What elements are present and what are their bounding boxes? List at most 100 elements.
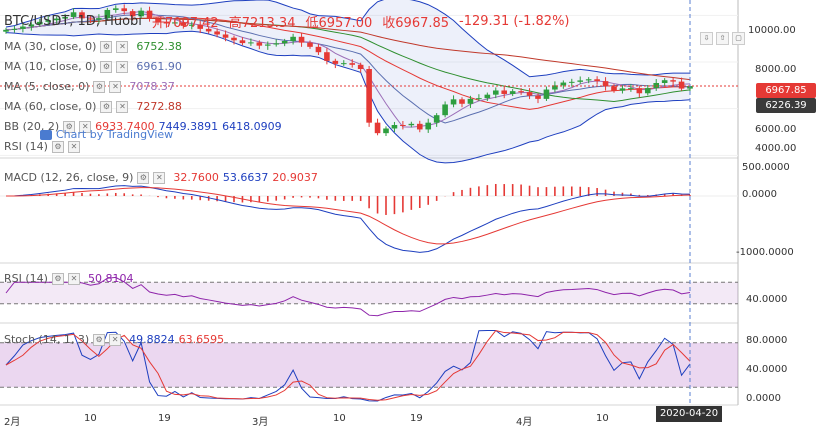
candle-body [256,42,263,46]
candle-body [307,42,313,47]
arrow-down-icon[interactable]: ⇩ [700,32,713,45]
candle-body [670,80,676,82]
candle-body [611,86,617,91]
candle-body [535,95,541,99]
candle-body [104,9,111,19]
bollinger-fill [6,0,690,163]
stoch-label: Stoch (14, 1, 3) [4,333,90,346]
candle-body [661,80,668,83]
settings-icon[interactable]: ⚙ [100,100,113,113]
macd-tick: 500.0000 [742,162,790,173]
ma60-line [5,17,691,81]
rsi-pane [0,276,738,317]
candle-body [442,104,448,116]
close-icon[interactable]: ✕ [109,333,122,346]
arrow-up-icon[interactable]: ⇧ [716,32,729,45]
macd-value-1: 32.7600 [173,171,219,184]
symbol-title[interactable]: BTC/USDT, 1D, Huobi [4,14,142,29]
ma10-value: 6961.90 [136,60,182,73]
close-icon[interactable]: ✕ [109,80,122,93]
current-price-tag: 6967.85 [756,83,816,98]
ma10-line [5,13,691,124]
settings-icon[interactable]: ⚙ [93,80,106,93]
maximize-icon[interactable]: ▢ [732,32,745,45]
candle-body [408,123,415,126]
legend-rsi[interactable]: RSI (14) ⚙ ✕ 50.8104 [4,272,133,285]
candle-body [450,99,457,105]
close-icon[interactable]: ✕ [79,120,92,133]
candle-body [197,24,204,29]
candle-body [594,79,600,82]
candle-body [281,41,288,44]
macd-label: MACD (12, 26, close, 9) [4,171,134,184]
candle-body [20,26,26,29]
candle-body [357,64,364,69]
cursor-date-label: 2020-04-20 [656,406,722,422]
stoch-tick: 0.0000 [746,393,781,404]
time-tick: 19 [158,413,171,424]
bollinger-lower-line [5,30,691,164]
close-icon[interactable]: ✕ [67,140,80,153]
candle-body [619,88,626,91]
close-icon[interactable]: ✕ [116,100,129,113]
high-label: 高 [228,16,242,31]
settings-icon[interactable]: ⚙ [51,272,64,285]
legend-rsi-main[interactable]: RSI (14) ⚙ ✕ [4,140,80,153]
price-tick: 6000.00 [755,124,797,135]
candle-body [70,12,77,17]
close-icon[interactable]: ✕ [67,272,80,285]
rsi-line [5,276,691,317]
candle-body [96,18,102,20]
candle-body [79,12,85,19]
candle-body [628,88,634,90]
close-icon[interactable]: ✕ [153,171,166,184]
legend-ma60[interactable]: MA (60, close, 0) ⚙ ✕ 7272.88 [4,100,182,113]
legend-ma30[interactable]: MA (30, close, 0) ⚙ ✕ 6752.38 [4,40,182,53]
candle-body [264,44,271,46]
tradingview-watermark[interactable]: Chart by TradingView [40,128,173,141]
settings-icon[interactable]: ⚙ [100,40,113,53]
candle-body [332,60,339,64]
settings-icon[interactable]: ⚙ [63,120,76,133]
time-tick: 2月 [4,417,21,428]
candle-body [416,123,423,130]
price-tick: 8000.00 [755,64,797,75]
candle-body [239,40,246,44]
candle-body [518,91,524,93]
stoch-tick: 80.0000 [746,335,788,346]
candle-body [467,98,474,104]
candle-body [400,125,406,126]
time-tick: 10 [84,413,97,424]
candle-body [112,8,119,10]
legend-macd[interactable]: MACD (12, 26, close, 9) ⚙ ✕ 32.7600 53.66… [4,171,318,184]
candle-body [349,63,356,65]
stoch-value-2: 63.6595 [178,333,225,346]
candle-body [425,122,432,130]
candle-body [459,99,465,104]
legend-ma5[interactable]: MA (5, close, 0) ⚙ ✕ 7078.37 [4,80,175,93]
time-tick: 4月 [516,417,533,428]
settings-icon[interactable]: ⚙ [137,171,150,184]
candle-body [121,8,128,12]
settings-icon[interactable]: ⚙ [51,140,64,153]
macd-value-2: 53.6637 [222,171,269,184]
candle-body [180,22,187,26]
candle-body [129,11,136,17]
candle-body [526,92,533,96]
ma30-label: MA (30, close, 0) [4,40,97,53]
time-tick: 10 [333,413,346,424]
bb-value-1: 6933.7400 [95,120,155,133]
candle-body [644,88,651,94]
settings-icon[interactable]: ⚙ [100,60,113,73]
bollinger-upper-line [5,0,691,78]
ma30-value: 6752.38 [136,40,182,53]
candle-body [543,89,550,99]
ma5-value: 7078.37 [129,80,175,93]
close-icon[interactable]: ✕ [116,60,129,73]
close-icon[interactable]: ✕ [116,40,129,53]
legend-ma10[interactable]: MA (10, close, 0) ⚙ ✕ 6961.90 [4,60,182,73]
candle-body [222,34,229,38]
legend-stoch[interactable]: Stoch (14, 1, 3) ⚙ ✕ 49.8824 63.6595 [4,333,224,346]
settings-icon[interactable]: ⚙ [93,333,106,346]
